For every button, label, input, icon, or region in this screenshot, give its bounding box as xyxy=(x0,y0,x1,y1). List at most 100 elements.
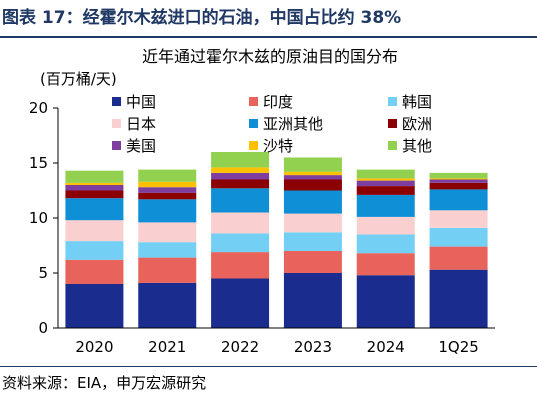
title-rule xyxy=(0,36,537,38)
legend-swatch xyxy=(112,119,121,128)
bar-segment-2022-3 xyxy=(211,212,270,234)
y-tick-label: 0 xyxy=(38,319,48,337)
bar-segment-2021-2 xyxy=(138,242,197,258)
stacked-bar-chart: 近年通过霍尔木兹的原油目的国分布 (百万桶/天) 2020 2021 2022 202… xyxy=(29,47,495,356)
legend-swatch xyxy=(388,141,397,150)
bar-segment-2020-2 xyxy=(65,241,124,260)
bar-segment-1Q25-8 xyxy=(429,172,488,179)
bar-segment-2021-0 xyxy=(138,282,197,328)
bar-segment-2022-6 xyxy=(211,172,270,180)
bar-segment-2020-5 xyxy=(65,190,124,199)
legend-swatch xyxy=(388,97,397,106)
bar-segment-2024-5 xyxy=(356,186,415,195)
legend-label: 沙特 xyxy=(263,137,294,155)
legend-item: 亚洲其他 xyxy=(249,113,323,134)
legend-label: 日本 xyxy=(126,115,157,133)
bar-segment-1Q25-2 xyxy=(429,227,488,247)
bar-segment-2020-1 xyxy=(65,259,124,284)
bar-segment-2022-8 xyxy=(211,152,270,168)
bar-segment-2024-1 xyxy=(356,253,415,276)
x-tick-label: 2024 xyxy=(367,338,405,356)
bar-segment-2024-2 xyxy=(356,234,415,254)
bar-segment-2021-5 xyxy=(138,192,197,200)
legend-label: 美国 xyxy=(126,137,157,155)
legend-swatch xyxy=(112,97,121,106)
legend-item: 印度 xyxy=(249,91,293,112)
bar-segment-1Q25-6 xyxy=(429,179,488,183)
bars-layer xyxy=(65,152,488,328)
x-tick-label: 2022 xyxy=(221,338,259,356)
legend-label: 欧洲 xyxy=(402,115,433,133)
figure-title: 图表 17：经霍尔木兹进口的石油，中国占比约 38% xyxy=(2,8,402,28)
bar-segment-2021-7 xyxy=(138,181,197,188)
bar-segment-2022-0 xyxy=(211,278,270,328)
legend-item: 中国 xyxy=(112,91,156,112)
bar-segment-2022-2 xyxy=(211,233,270,253)
x-tick-label: 1Q25 xyxy=(438,338,478,356)
bar-segment-2020-3 xyxy=(65,220,124,242)
bar-segment-2023-0 xyxy=(283,273,342,328)
bar-segment-2023-5 xyxy=(283,179,342,191)
legend-label: 亚洲其他 xyxy=(263,115,324,133)
bar-segment-2024-6 xyxy=(356,180,415,187)
legend-item: 欧洲 xyxy=(388,113,432,134)
legend-label: 中国 xyxy=(126,93,157,111)
legend-label: 韩国 xyxy=(402,93,433,111)
bar-segment-2022-1 xyxy=(211,252,270,279)
bar-segment-1Q25-4 xyxy=(429,189,488,211)
bar-segment-2021-3 xyxy=(138,222,197,243)
bar-segment-2022-4 xyxy=(211,188,270,213)
bar-segment-1Q25-1 xyxy=(429,246,488,270)
bar-segment-2024-8 xyxy=(356,169,415,179)
legend-swatch xyxy=(112,141,121,150)
bar-segment-2020-8 xyxy=(65,170,124,183)
x-tick-label: 2021 xyxy=(148,338,186,356)
bar-segment-2020-6 xyxy=(65,185,124,191)
legend-swatch xyxy=(249,141,258,150)
chart-title: 近年通过霍尔木兹的原油目的国分布 xyxy=(142,47,398,66)
bar-segment-2023-4 xyxy=(283,190,342,214)
x-tick-label: 2020 xyxy=(75,338,113,356)
bar-segment-2020-4 xyxy=(65,198,124,221)
bar-segment-1Q25-0 xyxy=(429,269,488,328)
bottom-rule xyxy=(0,366,537,367)
y-tick-label: 15 xyxy=(29,154,48,172)
bar-segment-1Q25-7 xyxy=(429,178,488,180)
legend-swatch xyxy=(388,119,397,128)
bar-segment-2023-1 xyxy=(283,251,342,273)
bar-segment-2024-0 xyxy=(356,275,415,328)
bar-segment-2024-7 xyxy=(356,178,415,181)
bar-segment-2021-8 xyxy=(138,169,197,182)
legend-item: 其他 xyxy=(388,135,432,156)
x-tick-label: 2023 xyxy=(294,338,332,356)
legend-label: 印度 xyxy=(263,93,294,111)
legend-swatch xyxy=(249,119,258,128)
y-axis-unit-label: (百万桶/天) xyxy=(40,70,117,88)
legend-item: 沙特 xyxy=(249,135,293,156)
bar-segment-1Q25-3 xyxy=(429,210,488,228)
legend-label: 其他 xyxy=(402,137,433,155)
bar-segment-2021-6 xyxy=(138,187,197,193)
source-note: 资料来源：EIA，申万宏源研究 xyxy=(2,374,207,392)
bar-segment-2020-7 xyxy=(65,182,124,185)
legend-item: 美国 xyxy=(112,135,156,156)
bar-segment-2021-4 xyxy=(138,199,197,223)
bar-segment-2022-5 xyxy=(211,179,270,189)
y-tick-label: 20 xyxy=(29,99,48,117)
axes-layer: 2020 2021 2022 2023 2024 1Q25 0 5 10 15 20 xyxy=(29,99,495,356)
bar-segment-2024-3 xyxy=(356,216,415,235)
legend-swatch xyxy=(249,97,258,106)
bar-segment-1Q25-5 xyxy=(429,182,488,190)
bar-segment-2021-1 xyxy=(138,257,197,283)
bar-segment-2023-2 xyxy=(283,232,342,251)
bar-segment-2023-6 xyxy=(283,175,342,180)
bar-segment-2023-3 xyxy=(283,213,342,233)
bar-segment-2024-4 xyxy=(356,194,415,217)
bar-segment-2020-0 xyxy=(65,284,124,328)
bar-segment-2022-7 xyxy=(211,167,270,173)
y-tick-label: 5 xyxy=(38,264,48,282)
y-tick-label: 10 xyxy=(29,209,48,227)
bar-segment-2023-8 xyxy=(283,157,342,172)
legend-item: 韩国 xyxy=(388,91,432,112)
legend-item: 日本 xyxy=(112,113,156,134)
